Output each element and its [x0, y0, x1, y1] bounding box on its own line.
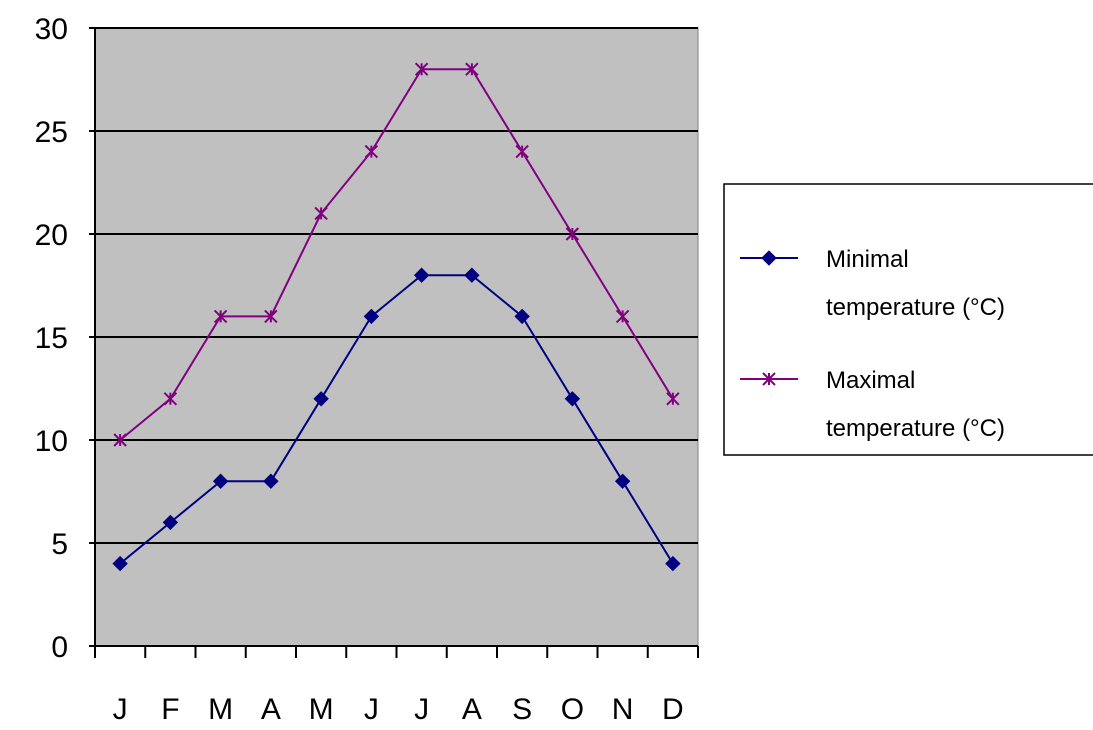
diamond-marker — [514, 308, 530, 325]
diamond-marker — [464, 267, 480, 283]
x-tick-label: M — [208, 693, 233, 726]
asterisk-marker — [264, 309, 278, 324]
x-tick-label: M — [309, 693, 334, 726]
x-tick-label: S — [512, 693, 532, 726]
diamond-marker — [212, 473, 229, 489]
asterisk-marker — [615, 309, 630, 324]
legend-label: temperature (°C) — [826, 415, 1005, 442]
asterisk-marker — [666, 392, 680, 406]
y-tick-label: 20 — [35, 219, 68, 252]
series-maximal-temperature — [113, 62, 680, 447]
asterisk-marker — [762, 372, 776, 386]
diamond-marker — [761, 250, 777, 266]
series-minimal-temperature — [112, 267, 681, 572]
asterisk-marker — [414, 62, 429, 76]
legend-label: Minimal — [826, 246, 909, 273]
asterisk-marker — [113, 433, 127, 447]
y-tick-label: 15 — [35, 322, 68, 355]
asterisk-marker — [515, 144, 529, 159]
asterisk-marker — [314, 206, 328, 221]
y-tick-label: 0 — [51, 631, 68, 664]
diamond-marker — [564, 391, 581, 407]
asterisk-marker — [163, 392, 178, 406]
x-tick-label: J — [113, 693, 128, 726]
diamond-marker — [363, 308, 380, 325]
asterisk-marker — [565, 227, 580, 241]
asterisk-marker — [364, 144, 379, 159]
diamond-marker — [614, 473, 631, 489]
x-tick-label: A — [261, 693, 281, 726]
diamond-marker — [313, 391, 329, 407]
diamond-marker — [263, 473, 279, 489]
x-tick-label: A — [462, 693, 482, 726]
diamond-marker — [162, 514, 179, 531]
legend-label: Maximal — [826, 367, 915, 394]
legend-entry: Minimal temperature (°C) — [740, 246, 1005, 321]
y-tick-label: 5 — [51, 528, 68, 561]
legend-label: temperature (°C) — [826, 294, 1005, 321]
x-tick-label: O — [561, 693, 584, 726]
legend-box — [723, 183, 1093, 456]
x-tick-label: N — [612, 693, 634, 726]
y-axis-tick-labels: 0 5 10 15 20 25 30 — [35, 13, 68, 664]
y-tick-label: 30 — [35, 13, 68, 46]
diamond-marker — [112, 555, 128, 572]
diamond-marker — [413, 267, 430, 283]
y-tick-label: 10 — [35, 425, 68, 458]
x-tick-label: D — [662, 693, 684, 726]
series-line — [119, 68, 674, 441]
legend-entry: Maximal temperature (°C) — [740, 367, 1005, 442]
asterisk-marker — [465, 62, 479, 76]
diamond-marker — [665, 555, 681, 572]
x-tick-label: F — [161, 693, 179, 726]
legend: Minimal temperature (°C) Maximal temperatur… — [723, 183, 1093, 456]
series-group — [112, 62, 681, 572]
series-line — [119, 274, 674, 565]
x-tick-label: J — [414, 693, 429, 726]
axes — [89, 27, 699, 658]
y-tick-label: 25 — [35, 116, 68, 149]
asterisk-marker — [213, 309, 228, 324]
x-tick-label: J — [364, 693, 379, 726]
